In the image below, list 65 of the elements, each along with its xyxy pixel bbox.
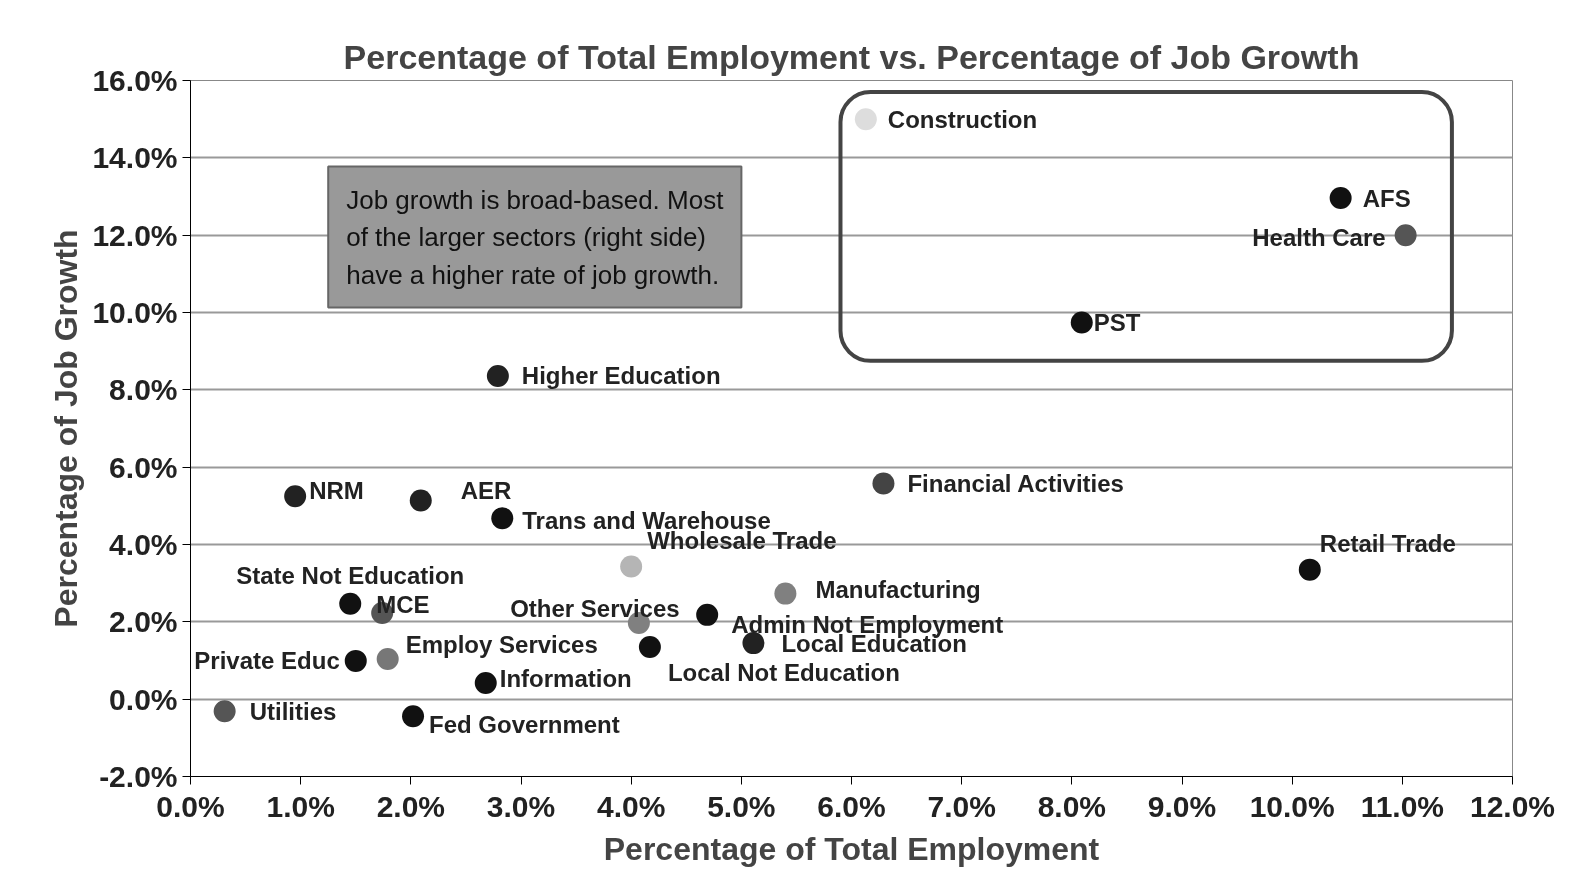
y-tick-label: 14.0% bbox=[92, 141, 178, 175]
point bbox=[1070, 311, 1093, 334]
chart-title: Percentage of Total Employment vs. Percentage of Job Growth bbox=[343, 37, 1360, 76]
point bbox=[486, 364, 509, 387]
y-axis-title: Percentage of Job Growth bbox=[48, 229, 85, 628]
x-tick-label: 7.0% bbox=[927, 789, 996, 823]
point bbox=[638, 635, 661, 658]
point bbox=[344, 649, 367, 672]
annotation: PST bbox=[1093, 309, 1141, 337]
point bbox=[491, 507, 514, 530]
annotation: Construction bbox=[887, 105, 1038, 133]
point bbox=[402, 705, 425, 728]
point bbox=[474, 671, 497, 694]
point bbox=[213, 700, 236, 723]
annotation: Job growth is broad-based. Most of the larger sectors (right side) have a higher rate of job growth. bbox=[346, 184, 725, 290]
annotation: Fed Government bbox=[429, 710, 620, 738]
x-tick-label: 3.0% bbox=[486, 789, 556, 823]
annotation: MCE bbox=[376, 591, 430, 619]
x-tick-label: 4.0% bbox=[596, 789, 666, 823]
x-tick-label: 9.0% bbox=[1147, 789, 1217, 823]
x-tick-label: 1.0% bbox=[266, 789, 335, 823]
y-tick-label: 10.0% bbox=[92, 296, 178, 329]
y-tick-label: 2.0% bbox=[109, 605, 178, 639]
y-tick-label: 16.0% bbox=[92, 64, 178, 97]
annotation: Local Not Education bbox=[667, 659, 900, 687]
x-tick-label: 12.0% bbox=[1469, 789, 1556, 823]
x-tick-label: 10.0% bbox=[1249, 789, 1335, 823]
annotation: Other Services bbox=[510, 595, 680, 623]
annotation: State Not Education bbox=[236, 562, 465, 590]
point bbox=[409, 489, 432, 512]
annotation: AFS bbox=[1362, 184, 1411, 212]
annotation: Retail Trade bbox=[1319, 530, 1456, 558]
annotation: Utilities bbox=[249, 697, 337, 725]
x-tick-label: 2.0% bbox=[376, 789, 446, 823]
annotation: Private Educ bbox=[194, 647, 340, 675]
annotation: Information bbox=[499, 665, 632, 693]
annotation: Financial Activities bbox=[907, 469, 1124, 497]
annotation: Higher Education bbox=[521, 362, 721, 390]
point bbox=[872, 472, 895, 495]
point bbox=[339, 592, 362, 615]
x-tick-label: 8.0% bbox=[1037, 789, 1107, 823]
x-tick-label: 6.0% bbox=[817, 789, 886, 823]
annotation: AER bbox=[460, 476, 512, 504]
y-tick-label: 12.0% bbox=[92, 218, 178, 252]
x-axis-title: Percentage of Total Employment bbox=[603, 830, 1100, 867]
point bbox=[1329, 187, 1352, 210]
y-tick-label: 6.0% bbox=[109, 450, 178, 484]
annotation: NRM bbox=[309, 476, 364, 504]
y-tick-label: 4.0% bbox=[109, 528, 178, 561]
point bbox=[376, 647, 399, 670]
annotation: Manufacturing bbox=[815, 576, 981, 604]
point bbox=[696, 603, 719, 626]
point bbox=[620, 555, 643, 578]
y-tick-label: 0.0% bbox=[109, 682, 178, 716]
point bbox=[742, 632, 765, 655]
point bbox=[1298, 558, 1321, 581]
annotation: Employ Services bbox=[405, 631, 598, 659]
x-tick-label: 11.0% bbox=[1360, 789, 1445, 823]
point bbox=[774, 582, 797, 605]
y-tick-label: 8.0% bbox=[109, 373, 178, 407]
point bbox=[854, 108, 877, 131]
point bbox=[284, 485, 307, 508]
annotation: Health Care bbox=[1252, 223, 1386, 251]
x-tick-label: 5.0% bbox=[707, 789, 776, 823]
point bbox=[1394, 224, 1417, 247]
